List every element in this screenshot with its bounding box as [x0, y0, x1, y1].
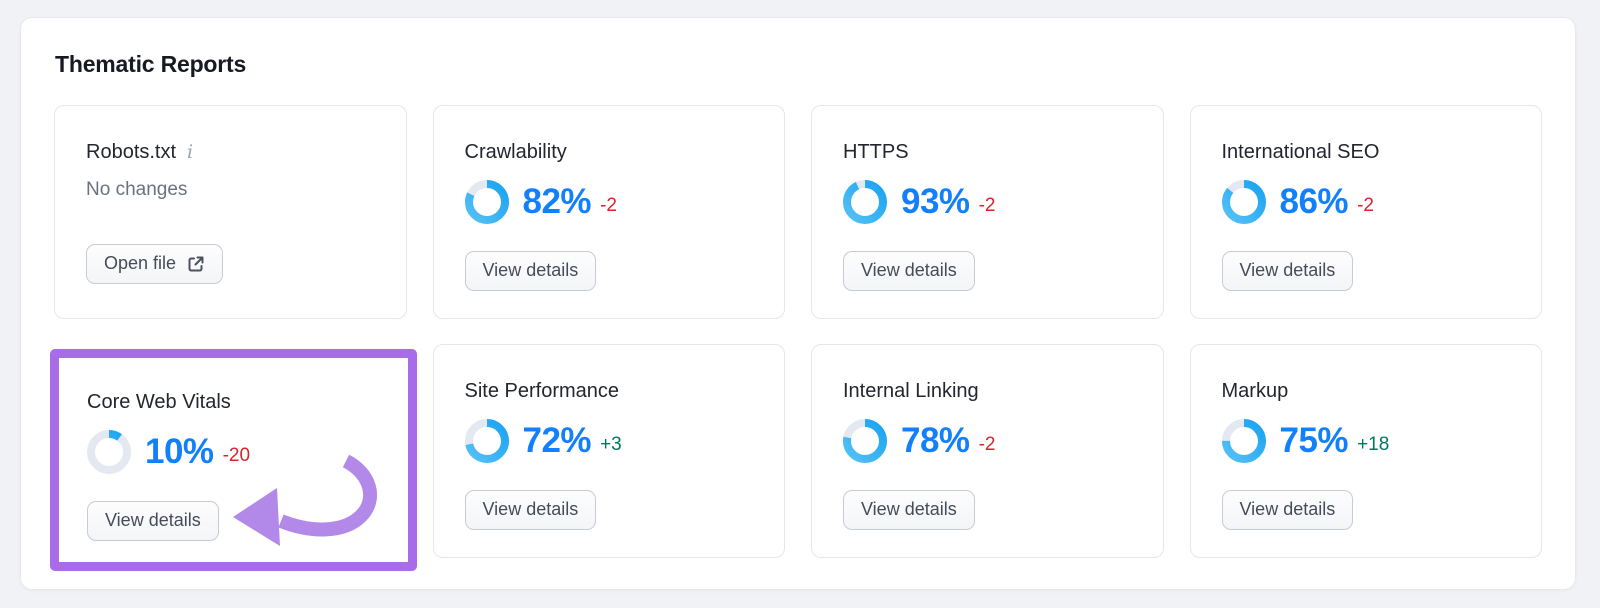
view-details-button[interactable]: View details: [87, 501, 219, 541]
score-delta: -2: [600, 195, 617, 216]
score-donut-chart: [464, 419, 509, 463]
score-donut-chart: [464, 180, 509, 224]
reports-grid: Robots.txt i No changes Open file Crawla…: [50, 105, 1542, 571]
card-title: Site Performance: [464, 380, 620, 402]
score-delta: -2: [978, 434, 996, 455]
score-percent: 10%: [145, 432, 214, 471]
score-donut-chart: [843, 180, 887, 224]
card-title: International SEO: [1221, 141, 1380, 163]
card-title: Robots.txt: [86, 141, 177, 163]
card-internal-linking: Internal Linking 78% -2 View details: [811, 344, 1164, 558]
view-details-button[interactable]: View details: [1221, 490, 1354, 530]
card-title: Markup: [1221, 380, 1289, 402]
score-delta: +3: [600, 434, 622, 455]
score-donut-chart: [1221, 419, 1266, 463]
thematic-reports-panel: Thematic Reports Robots.txt i No changes…: [20, 17, 1576, 590]
card-markup: Markup 75% +18 View details: [1189, 344, 1542, 558]
card-international-seo: International SEO 86% -2 View details: [1189, 105, 1542, 319]
score-donut-chart: [1221, 180, 1266, 224]
card-crawlability: Crawlability 82% -2 View details: [432, 105, 785, 319]
score-percent: 78%: [901, 421, 970, 460]
score-percent: 75%: [1279, 421, 1349, 460]
highlight-annotation-box: Core Web Vitals 10% -20 View details: [50, 349, 417, 571]
view-details-button[interactable]: View details: [1221, 251, 1354, 291]
open-file-button[interactable]: Open file: [86, 244, 224, 284]
info-icon[interactable]: i: [187, 141, 194, 163]
score-percent: 86%: [1279, 182, 1349, 221]
card-title: HTTPS: [843, 141, 909, 163]
view-details-button[interactable]: View details: [464, 490, 597, 530]
status-text: No changes: [86, 179, 188, 200]
view-details-button[interactable]: View details: [464, 251, 597, 291]
score-donut-chart: [843, 419, 887, 463]
score-delta: +18: [1357, 434, 1390, 455]
panel-title: Thematic Reports: [55, 51, 247, 77]
score-percent: 82%: [522, 182, 592, 221]
score-percent: 72%: [522, 421, 592, 460]
score-percent: 93%: [901, 182, 970, 221]
card-title: Core Web Vitals: [87, 391, 231, 413]
card-title: Internal Linking: [843, 380, 979, 402]
view-details-button[interactable]: View details: [843, 251, 975, 291]
score-delta: -2: [1357, 195, 1374, 216]
view-details-button[interactable]: View details: [843, 490, 975, 530]
card-core-web-vitals: Core Web Vitals 10% -20 View details: [59, 358, 408, 562]
external-link-icon: [187, 255, 205, 273]
score-delta: -20: [222, 445, 251, 466]
card-https: HTTPS 93% -2 View details: [811, 105, 1164, 319]
card-robots-txt: Robots.txt i No changes Open file: [54, 105, 407, 319]
card-title: Crawlability: [464, 141, 567, 163]
score-delta: -2: [978, 195, 996, 216]
score-donut-chart: [87, 430, 131, 474]
card-site-performance: Site Performance 72% +3 View details: [432, 344, 785, 558]
